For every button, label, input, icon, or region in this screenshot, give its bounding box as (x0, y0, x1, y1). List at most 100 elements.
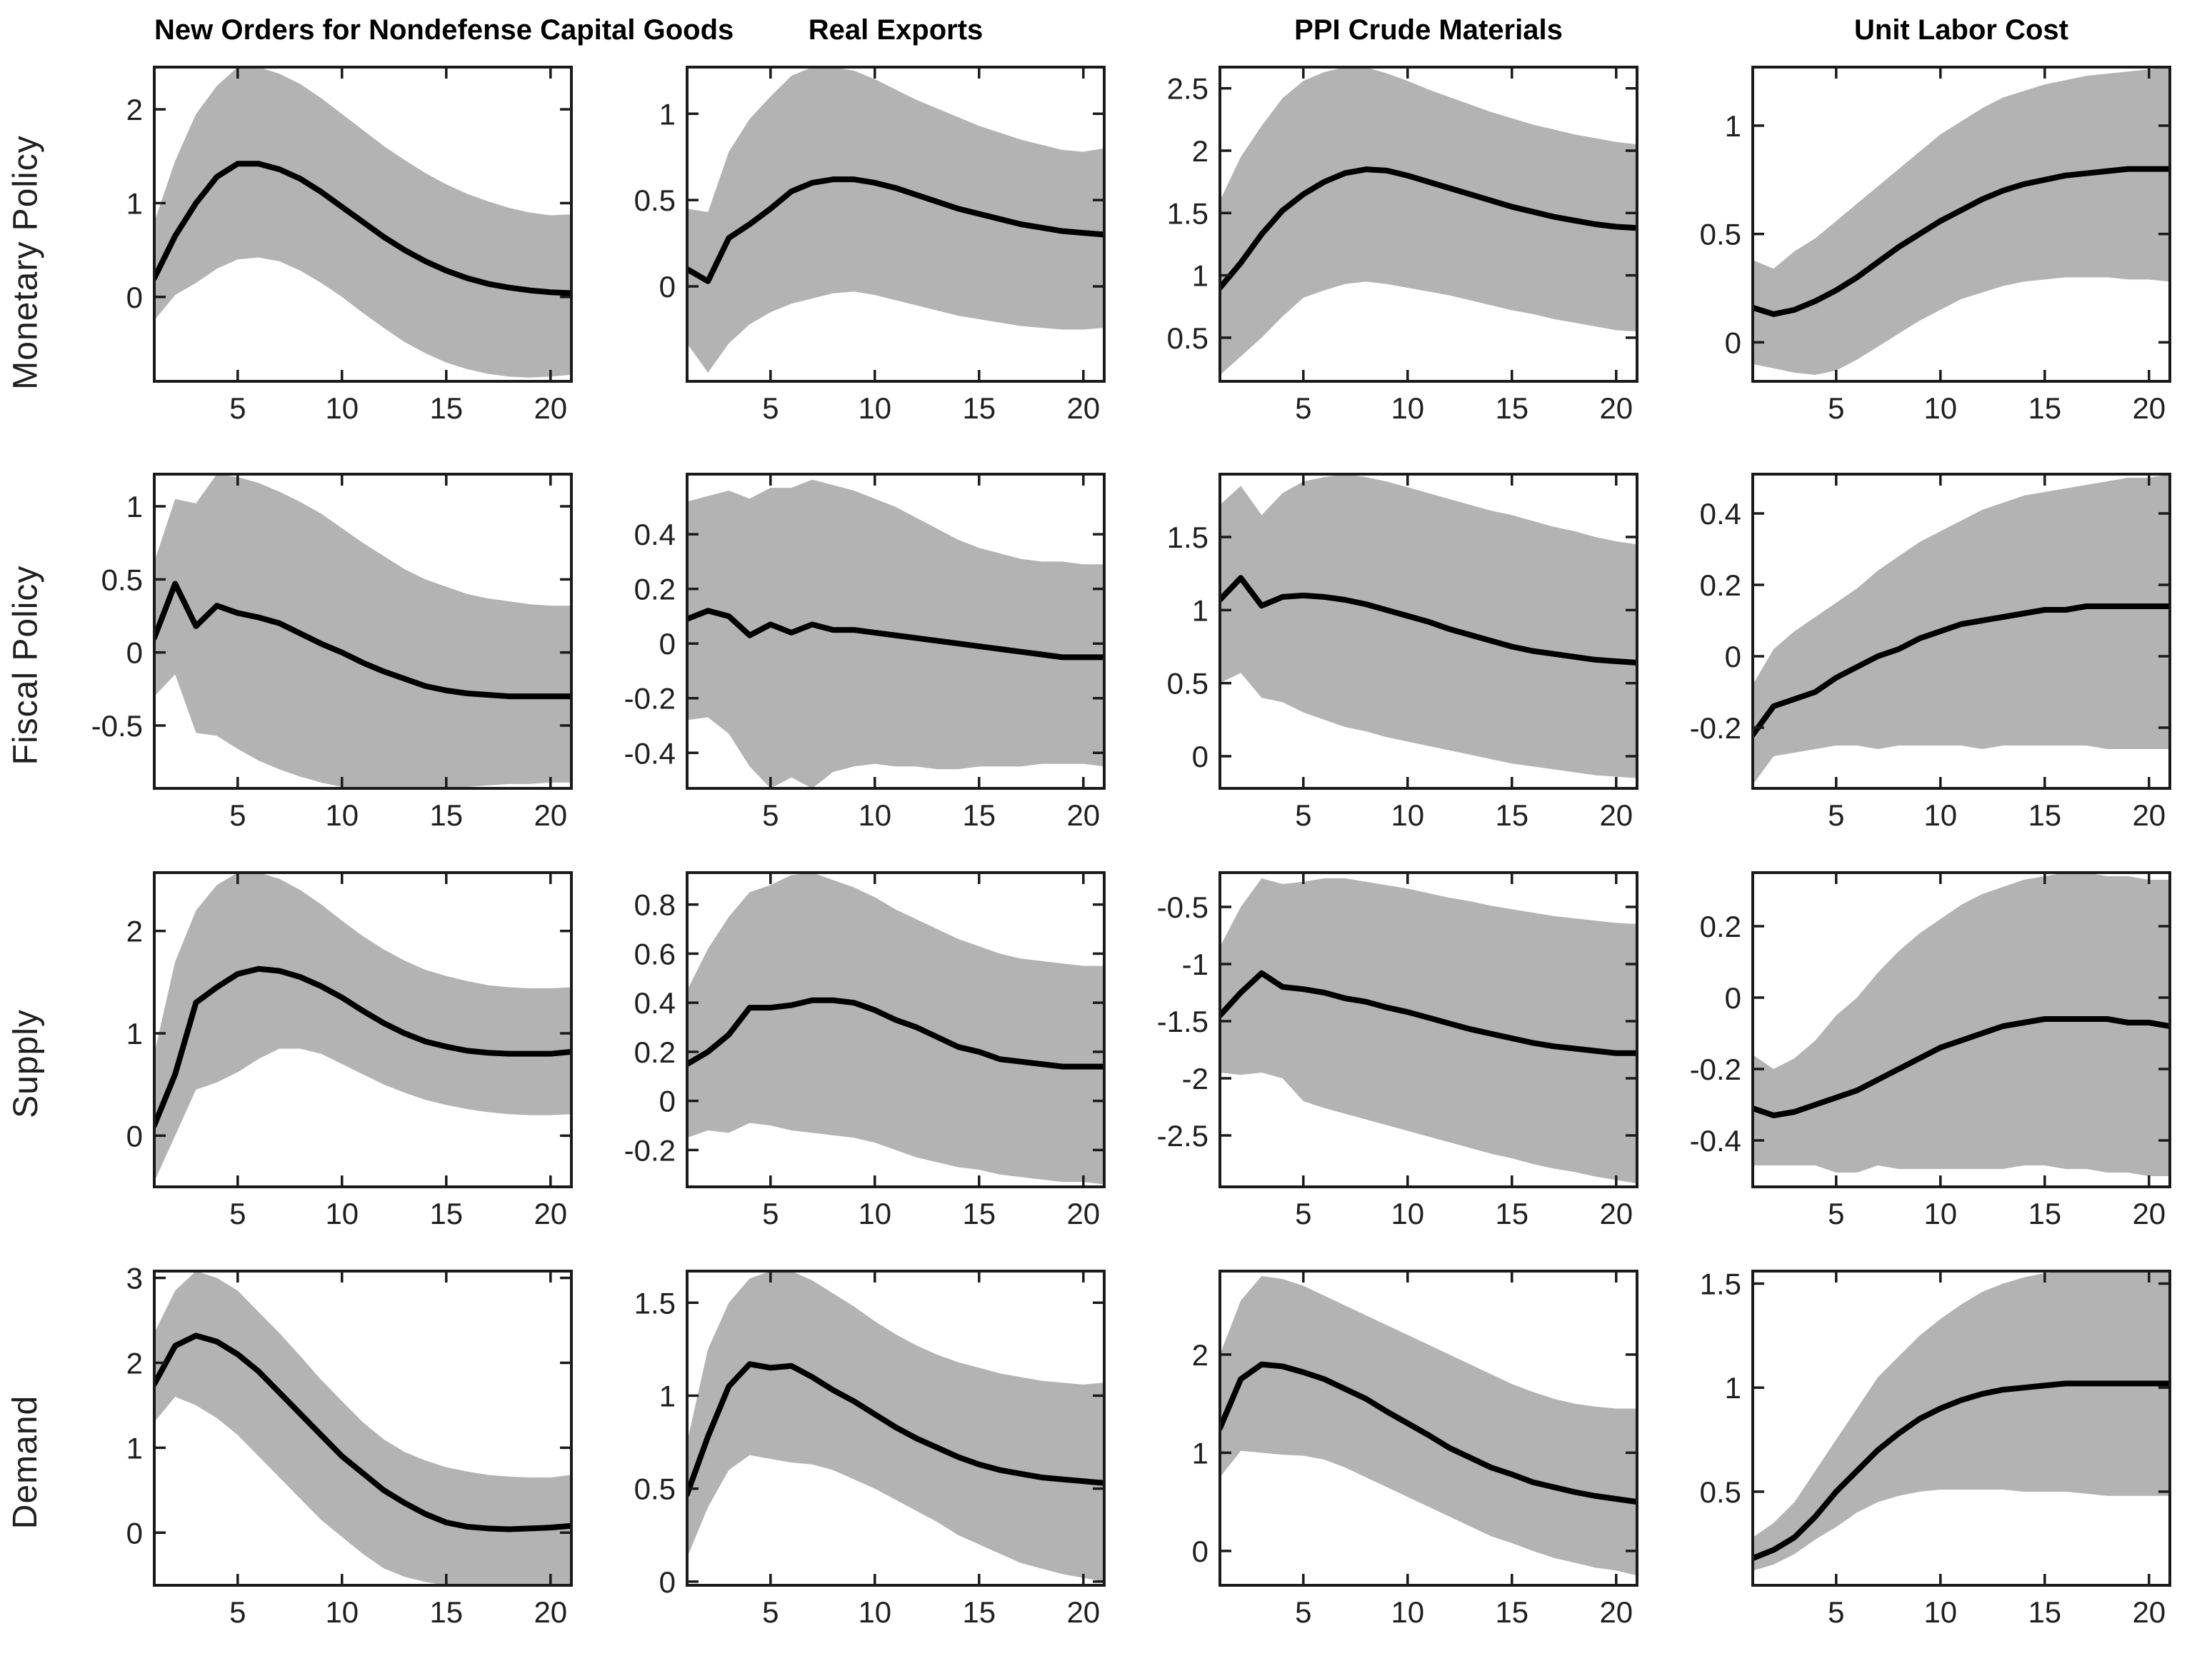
y-tick-label: 2 (126, 93, 143, 126)
x-tick-label: 15 (429, 391, 463, 425)
x-tick-label: 10 (858, 391, 891, 425)
x-tick-label: 10 (858, 798, 891, 832)
irf-chart-svg: 5 10 15 20 0 1 2 (126, 66, 573, 425)
subplot-fiscal-real-exports: 5 10 15 20 -0.4 -0.2 0 0.2 0.4 (580, 466, 1113, 864)
y-tick-label: 1 (126, 1017, 143, 1050)
y-tick-label: 1.5 (634, 1286, 676, 1320)
x-tick-label: 10 (858, 1197, 891, 1230)
x-tick-label: 20 (1599, 391, 1633, 425)
x-tick-label: 10 (1923, 391, 1957, 425)
y-tick-label: -2.5 (1157, 1119, 1208, 1153)
x-tick-label: 10 (1923, 1595, 1957, 1629)
irf-chart-svg: 5 10 15 20 -0.2 0 0.2 0.4 0.6 0.8 (624, 871, 1106, 1230)
x-tick-label: 5 (762, 798, 779, 832)
x-tick-label: 5 (1828, 1595, 1844, 1629)
y-tick-label: -1 (1182, 948, 1208, 981)
y-tick-label: 2.5 (1167, 72, 1208, 106)
y-tick-label: -0.2 (1690, 1053, 1741, 1086)
x-tick-label: 10 (325, 1595, 359, 1629)
y-tick-label: 0.5 (1167, 321, 1208, 355)
y-tick-label: -0.2 (624, 1133, 676, 1167)
y-tick-label: -0.2 (624, 682, 676, 716)
x-tick-label: 10 (1923, 1197, 1957, 1230)
median-line (1753, 1016, 2170, 1118)
median-line (1753, 1380, 2170, 1562)
x-tick-label: 15 (962, 1595, 996, 1629)
row-label-cell-fiscal-policy: Fiscal Policy (4, 466, 47, 864)
y-tick-label: 0 (1725, 981, 1741, 1015)
axis-box (1218, 1270, 1638, 1587)
axis-box (153, 473, 573, 790)
axis-box (1218, 473, 1638, 790)
irf-chart-svg: 5 10 15 20 -0.4 -0.2 0 0.2 (1690, 871, 2171, 1230)
x-tick-label: 15 (429, 1197, 463, 1230)
subplot-fiscal-new-orders: 5 10 15 20 -0.5 0 0.5 1 (47, 466, 580, 864)
y-tick-label: 0.5 (1700, 1475, 1741, 1509)
y-tick-label: 0 (126, 281, 143, 314)
y-tick-label: 0.5 (634, 1472, 676, 1506)
axis-box (1751, 66, 2171, 383)
y-tick-label: 0.8 (634, 888, 676, 922)
y-tick-label: 0.5 (1700, 218, 1741, 251)
x-tick-label: 5 (1295, 1595, 1311, 1629)
irf-chart-svg: 5 10 15 20 -0.4 -0.2 0 0.2 0.4 (624, 473, 1106, 832)
axis-box (686, 473, 1106, 790)
row-label-monetary-policy: Monetary Policy (6, 134, 45, 390)
irf-chart-svg: 5 10 15 20 0.5 1 1.5 2 2.5 (1167, 66, 1638, 425)
axis-box (1218, 871, 1638, 1188)
confidence-band (1753, 474, 2170, 785)
axis-box (1751, 473, 2171, 790)
x-tick-label: 15 (1495, 391, 1528, 425)
y-tick-label: 3 (126, 1263, 143, 1295)
x-tick-label: 15 (2028, 391, 2061, 425)
x-tick-label: 5 (229, 1595, 246, 1629)
x-tick-label: 15 (1495, 1595, 1528, 1629)
y-tick-label: -2 (1182, 1062, 1208, 1095)
subplot-monetary-unit-labor-cost: Unit Labor Cost 5 10 15 20 0 0.5 1 (1646, 1, 2178, 466)
subplot-supply-unit-labor-cost: 5 10 15 20 -0.4 -0.2 0 0.2 (1646, 864, 2178, 1263)
irf-chart-svg: 5 10 15 20 -2.5 -2 -1.5 -1 -0.5 (1157, 871, 1638, 1230)
median-line (687, 176, 1104, 284)
y-tick-label: 0 (126, 1119, 143, 1153)
y-tick-label: 1 (659, 1379, 676, 1412)
irf-chart-svg: 5 10 15 20 0 1 2 (126, 871, 573, 1230)
axis-box (153, 1270, 573, 1587)
y-tick-label: -0.4 (624, 736, 676, 770)
y-tick-label: 0.5 (1167, 667, 1208, 701)
y-tick-label: 1 (1192, 259, 1208, 293)
subplot-demand-ppi-crude-materials: 5 10 15 20 0 1 2 (1113, 1263, 1646, 1661)
axis-box (1751, 1270, 2171, 1587)
x-tick-label: 10 (1923, 798, 1957, 832)
y-tick-label: 0 (659, 1085, 676, 1118)
y-tick-label: 0 (1192, 740, 1208, 773)
y-tick-label: 0 (659, 627, 676, 661)
axis-box (153, 66, 573, 383)
confidence-band (1220, 1275, 1637, 1576)
x-tick-label: 5 (762, 1197, 779, 1230)
y-tick-label: 1 (1192, 1436, 1208, 1470)
median-line (687, 608, 1104, 661)
x-tick-label: 20 (1066, 1197, 1100, 1230)
y-tick-label: 0.6 (634, 937, 676, 970)
row-label-cell-demand: Demand (4, 1263, 47, 1661)
y-tick-label: -0.4 (1690, 1124, 1741, 1158)
x-tick-label: 20 (2132, 1197, 2166, 1230)
x-tick-label: 5 (1295, 1197, 1311, 1230)
median-line (1753, 603, 2170, 738)
y-tick-label: 0 (1192, 1535, 1208, 1568)
y-tick-label: 0 (659, 1565, 676, 1599)
y-tick-label: 1 (126, 490, 143, 523)
y-tick-label: 1 (126, 186, 143, 220)
irf-chart-svg: 5 10 15 20 0 0.5 1 (1700, 66, 2171, 425)
y-tick-label: 2 (1192, 1338, 1208, 1372)
x-tick-label: 5 (229, 391, 246, 425)
irf-chart-svg: 5 10 15 20 0 1 2 (1192, 1270, 1638, 1629)
y-tick-label: 2 (126, 1346, 143, 1380)
x-tick-label: 10 (1391, 1197, 1424, 1230)
subplot-title-unit-labor-cost: Unit Labor Cost (1854, 14, 2068, 46)
x-tick-label: 5 (229, 1197, 246, 1230)
x-tick-label: 15 (429, 1595, 463, 1629)
y-tick-label: 0.2 (1700, 568, 1741, 602)
x-tick-label: 10 (325, 798, 359, 832)
y-tick-label: 1 (126, 1431, 143, 1465)
